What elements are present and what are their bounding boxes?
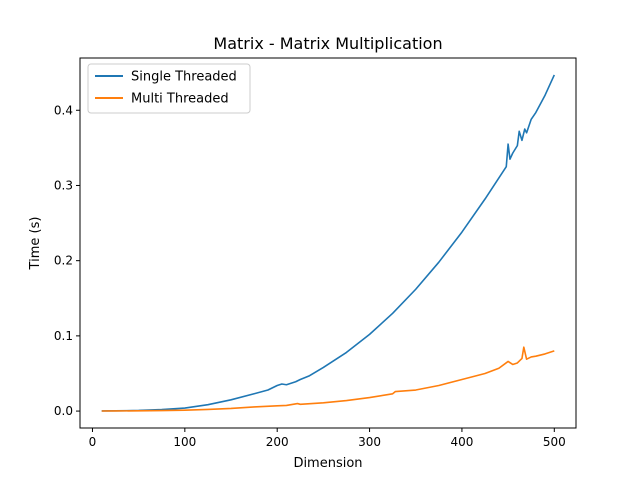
y-tick-label: 0.0 bbox=[54, 404, 73, 418]
x-tick-label: 100 bbox=[173, 435, 196, 449]
chart-title: Matrix - Matrix Multiplication bbox=[213, 34, 442, 53]
series-lines bbox=[101, 74, 556, 412]
x-tick-label: 200 bbox=[266, 435, 289, 449]
x-tick-label: 300 bbox=[358, 435, 381, 449]
legend-label-single-threaded: Single Threaded bbox=[131, 70, 237, 85]
x-tick-label: 0 bbox=[89, 435, 97, 449]
y-tick-label: 0.4 bbox=[54, 103, 73, 117]
x-tick-label: 400 bbox=[450, 435, 473, 449]
plot-frame bbox=[79, 57, 577, 429]
x-axis-label: Dimension bbox=[293, 456, 362, 471]
axis-ticks: 0 100 200 300 400 500 0.0 0.1 0.2 0.3 0.4 bbox=[54, 103, 566, 449]
y-tick-label: 0.2 bbox=[54, 254, 73, 268]
y-axis-label: Time (s) bbox=[28, 217, 43, 271]
y-tick-label: 0.1 bbox=[54, 329, 73, 343]
x-tick-label: 500 bbox=[543, 435, 566, 449]
legend-label-multi-threaded: Multi Threaded bbox=[131, 92, 229, 107]
legend: Single Threaded Multi Threaded bbox=[87, 63, 251, 114]
plot-area bbox=[80, 58, 576, 428]
legend-frame bbox=[87, 63, 251, 114]
series-line-single-threaded bbox=[101, 74, 556, 412]
series-line-multi-threaded bbox=[101, 346, 555, 412]
y-tick-label: 0.3 bbox=[54, 178, 73, 192]
